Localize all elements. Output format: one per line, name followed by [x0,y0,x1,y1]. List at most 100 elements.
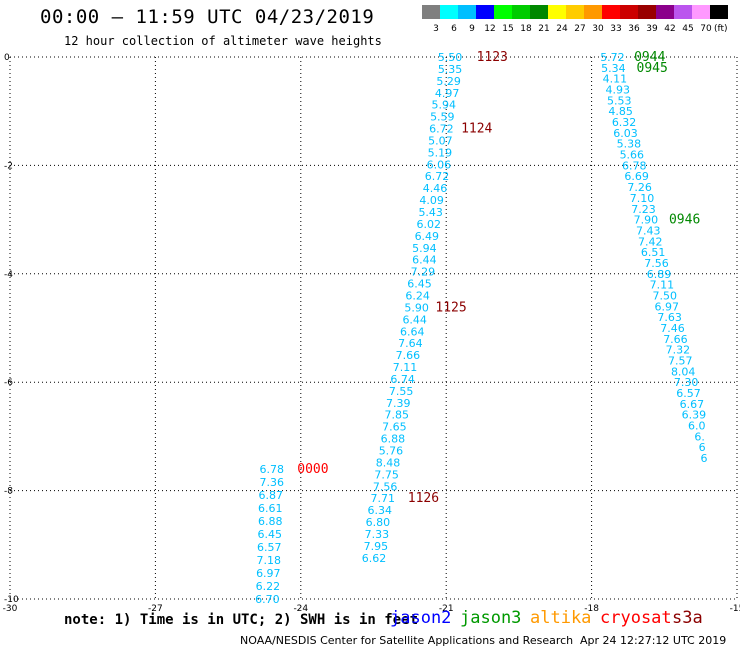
legend-label: 33 [610,24,621,34]
page-title: 00:00 – 11:59 UTC 04/23/2019 [40,6,375,28]
wave-height-value: 6.89 [647,268,672,281]
legend-label: 15 [502,24,513,34]
wave-height-value: 5.76 [379,444,404,457]
wave-height-value: 6.06 [427,158,452,171]
legend-label: 6 [451,24,457,34]
wave-height-value: 6. [694,430,705,443]
legend-label: 21 [538,24,549,34]
time-label: 1123 [477,50,508,65]
wave-height-value: 6.72 [425,170,450,183]
legend-label: 45 [682,24,693,34]
wave-height-value: 5.35 [438,63,463,76]
wave-height-value: 6.57 [257,541,282,554]
legend-swatch [674,5,692,19]
legend-swatch [458,5,476,19]
wave-height-value: 7.57 [668,355,693,368]
y-tick-label: 0 [4,53,10,63]
wave-height-value: 8.48 [376,456,401,469]
legend-swatch [476,5,494,19]
wave-height-value: 5.90 [404,301,429,314]
legend-swatch [548,5,566,19]
wave-height-value: 7.64 [398,337,423,350]
wave-height-value: 4.97 [435,87,460,100]
wave-height-value: 6.44 [412,254,437,267]
wave-height-value: 7.56 [644,257,669,270]
wave-height-value: 5.66 [620,149,645,162]
wave-height-value: 6.87 [259,489,284,502]
wave-height-value: 5.34 [601,62,626,75]
legend-swatch [620,5,638,19]
legend-s3a: s3a [672,608,703,628]
wave-height-value: 6.22 [256,580,281,593]
wave-height-value: 5.94 [432,99,457,112]
legend-swatch [422,5,440,19]
wave-height-value: 5.53 [607,94,632,107]
wave-height-value: 6.97 [256,567,281,580]
wave-height-value: 7.11 [650,279,675,292]
footer-note: note: 1) Time is in UTC; 2) SWH is in fe… [64,612,419,628]
wave-height-value: 7.90 [634,214,659,227]
data-points: 5.505.355.294.975.945.596.725.075.196.06… [255,51,707,606]
wave-height-value: 6.88 [258,515,283,528]
legend-swatch [512,5,530,19]
wave-height-value: 7.32 [666,344,691,357]
wave-height-value: 6.97 [654,300,679,313]
wave-height-value: 7.29 [411,266,436,279]
wave-height-value: 6.88 [381,433,406,446]
legend-label: 36 [628,24,640,34]
wave-height-value: 4.09 [419,194,444,207]
wave-height-value: 8.04 [671,365,696,378]
wave-height-value: 6.44 [402,313,427,326]
legend-label: 12 [484,24,495,34]
legend-label: 3 [433,24,439,34]
wave-height-value: 6.32 [612,116,637,129]
legend-unit: (ft) [714,24,728,34]
legend-altika: altika [530,608,592,628]
wave-height-value: 6.02 [417,218,442,231]
time-label: 1126 [408,491,439,506]
timestamp-text: Apr 24 12:27:12 UTC 2019 [580,634,727,647]
legend-label: 9 [469,24,475,34]
wave-height-value: 7.46 [660,322,685,335]
wave-height-value: 7.18 [257,554,282,567]
wave-height-value: 6.51 [641,246,666,259]
legend-jason3: jason3 [460,608,522,628]
wave-height-value: 6.80 [366,516,391,529]
wave-height-value: 7.63 [657,311,682,324]
legend-swatch [692,5,710,19]
wave-height-value: 7.42 [638,235,663,248]
wave-height-value: 7.66 [396,349,421,362]
legend-jason2: jason2 [390,608,452,628]
wave-height-value: 7.95 [364,540,389,553]
wave-height-value: 5.38 [617,138,642,151]
legend-swatch [656,5,674,19]
wave-height-value: 4.93 [606,84,631,97]
wave-height-value: 6 [699,441,706,454]
x-tick-label: -15 [730,604,740,614]
wave-height-value: 4.46 [423,182,448,195]
color-legend: 3 6 9 12 15 18 21 24 27 30 33 36 39 42 45 70 (ft) [422,5,728,34]
wave-height-value: 7.39 [386,397,411,410]
wave-height-value: 7.65 [382,421,407,434]
wave-height-value: 7.30 [674,376,699,389]
legend-swatch [494,5,512,19]
wave-height-value: 6.72 [429,123,454,136]
y-tick-label: -2 [4,161,13,171]
wave-height-value: 7.10 [630,192,655,205]
wave-height-value: 7.55 [389,385,414,398]
legend-cryosat: cryosat [600,608,672,628]
wave-height-value: 6.45 [407,278,432,291]
wave-height-value: 6.70 [255,593,280,606]
legend-label: 24 [556,24,568,34]
page-subtitle: 12 hour collection of altimeter wave hei… [64,34,382,48]
chart-axes: -30 -27 -24 -21 -18 -15 0 -2 -4 -6 -8 -10 [3,53,740,614]
wave-height-value: 6.49 [415,230,440,243]
wave-height-value: 6.0 [688,420,706,433]
wave-height-value: 7.43 [636,224,661,237]
x-tick-label: -21 [439,604,454,614]
x-tick-label: -18 [584,604,599,614]
time-label: 1124 [461,122,492,137]
wave-height-value: 5.94 [412,242,437,255]
